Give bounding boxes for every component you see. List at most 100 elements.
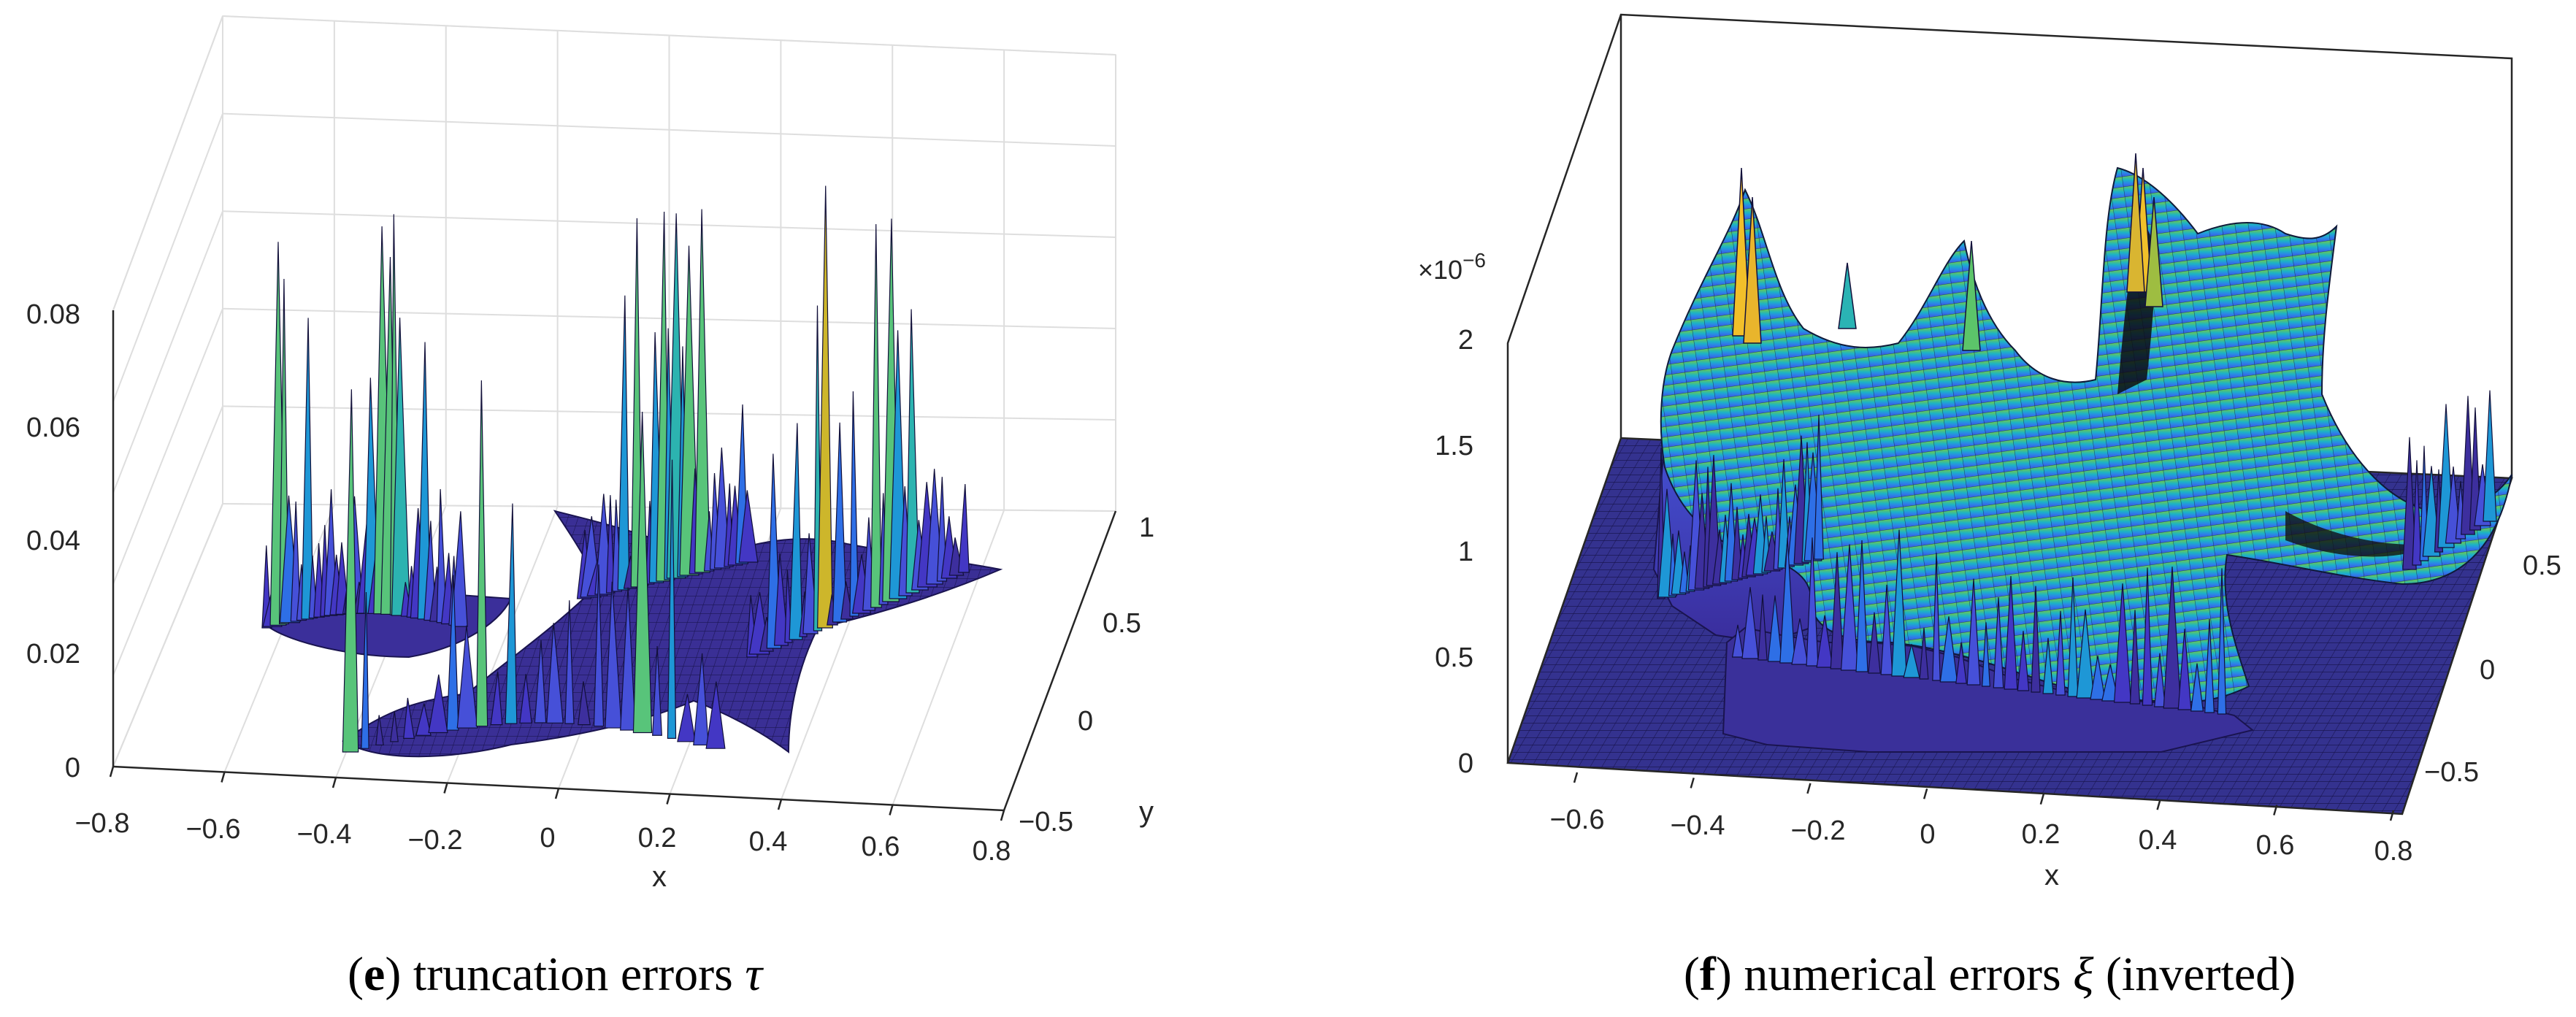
panel-e-spike-113: [677, 694, 696, 742]
panel-f-exponent-power: −6: [1463, 249, 1486, 272]
panel-e-xtickmark-5: [666, 794, 671, 805]
panel-f-spike-51: [2017, 631, 2030, 691]
panel-e-xtick-2: −0.4: [296, 819, 351, 850]
panel-f-spike-68: [2402, 437, 2417, 570]
panel-f-spike-47: [1966, 578, 1981, 686]
panel-f-spike-67: [2217, 568, 2227, 715]
panel-f-xtickmark-5: [2156, 799, 2161, 810]
panel-e-xtickmark-6: [777, 799, 783, 810]
panel-e-xticks: −0.8 −0.6 −0.4 −0.2 0 0.2 0.4 0.6 0.8: [74, 808, 1011, 867]
panel-f-ztick-3: 1.5: [1435, 431, 1473, 461]
panel-e-floorgrid-1: [223, 504, 335, 772]
panel-e-xtickmark-4: [554, 788, 560, 799]
panel-f-spike-66: [2204, 619, 2215, 713]
panel-e-xtick-4: 0: [540, 823, 555, 853]
panel-f-spike-31: [1767, 595, 1783, 662]
panel-e-spike-70: [817, 185, 833, 629]
panel-f-xtickmark-6: [2273, 805, 2278, 815]
panel-e-caption: (e) truncation errors τ: [348, 948, 764, 1001]
panel-f-spike-33: [1791, 618, 1809, 665]
panel-e-zgrid-side-1: [112, 406, 223, 676]
panel-f-xtick-2: −0.2: [1790, 815, 1845, 846]
panel-f-zticks: 0 0.5 1 1.5 2: [1435, 325, 1473, 779]
panel-f-xtickmark-0: [1573, 772, 1579, 783]
panel-f-spike-30: [1757, 594, 1768, 661]
panel-f-peak-3: [2126, 153, 2145, 293]
panel-e-ytick-2: 0.5: [1103, 608, 1141, 639]
panel-e-spikes: [261, 185, 970, 753]
panel-f-spike-57: [2090, 655, 2106, 700]
panel-f-peak-6: [1838, 262, 1857, 329]
panel-f-ytick-0: −0.5: [2424, 757, 2479, 788]
panel-f-peak-1: [1743, 196, 1762, 344]
panel-e-spike-112: [667, 459, 677, 740]
panel-f-spike-65: [2190, 663, 2204, 712]
panel-e-spike-5: [290, 501, 302, 622]
panel-e-spike-110: [632, 412, 653, 734]
panel-e-ztick-2: 0.04: [26, 526, 80, 556]
panel-f-spike-45: [1939, 616, 1958, 683]
panel-f-spike-49: [1993, 597, 2004, 688]
panel-f-caption-suffix: (inverted): [2106, 948, 2296, 1001]
panel-e-floorgrid-0: [112, 503, 223, 767]
panel-e-ylabel: y: [1139, 796, 1154, 828]
panel-f-exponent: ×10−6: [1418, 249, 1486, 285]
panel-e-caption-label: e: [364, 948, 385, 1001]
panel-e-spike-95: [415, 703, 432, 736]
panel-e-spike-82: [905, 309, 920, 594]
panel-e-spike-100: [490, 672, 503, 726]
panel-e-spike-38: [605, 495, 616, 594]
panel-e-caption-text: truncation errors: [413, 948, 733, 1001]
panel-e-spike-89: [958, 484, 970, 573]
panel-f-xtick-5: 0.4: [2139, 825, 2177, 856]
panel-f-spike-55: [2067, 577, 2079, 697]
panel-e-xtick-5: 0.2: [638, 823, 677, 853]
panel-f-spike-37: [1840, 544, 1859, 671]
panel-e-spike-74: [849, 391, 859, 617]
panel-f-spike-69: [2412, 460, 2422, 566]
panel-f-spike-41: [1891, 529, 1907, 677]
panel-e-xlabel: x: [652, 861, 667, 893]
panel-f-spike-79: [2483, 390, 2497, 522]
panel-e-spike-77: [870, 223, 882, 608]
panel-e-ztick-1: 0.02: [26, 639, 80, 669]
panel-e-ytick-1: 0: [1078, 706, 1093, 737]
panel-e-zgrid-side-4: [112, 113, 223, 402]
panel-f-spike-43: [1919, 627, 1929, 680]
panel-e-ytick-0: −0.5: [1019, 807, 1073, 837]
panel-f-caption-text: numerical errors: [1744, 948, 2061, 1001]
panel-e-spike-103: [534, 640, 547, 724]
panel-e-spike-104: [546, 623, 564, 724]
panel-f-xtick-3: 0: [1920, 819, 1935, 850]
panel-f-spike-32: [1779, 537, 1795, 664]
panel-f-right-edge: [2285, 511, 2439, 557]
panel-e-spike-33: [451, 511, 468, 627]
panel-f-xtick-6: 0.6: [2256, 830, 2295, 861]
panel-f-xticks: −0.6 −0.4 −0.2 0 0.2 0.4 0.6 0.8: [1549, 805, 2412, 867]
panel-e-yticks: −0.5 0 0.5 1: [1019, 513, 1154, 837]
panel-e-ztick-4: 0.08: [26, 299, 80, 330]
panel-e-spike-90: [342, 389, 359, 753]
panel-f-xtickmark-7: [2389, 810, 2395, 821]
panel-e-xtickmark-2: [331, 777, 337, 788]
panel-f-spike-28: [1731, 624, 1744, 658]
panel-e-xtick-3: −0.2: [407, 825, 462, 856]
panel-e-spike-97: [446, 575, 459, 731]
panel-f-ztick-0: 0: [1458, 748, 1473, 779]
panel-e-spike-59: [738, 490, 759, 563]
panel-e-xtick-0: −0.8: [74, 808, 129, 839]
panel-e-xtick-7: 0.6: [862, 832, 900, 862]
panel-e-spike-40: [617, 295, 630, 591]
panel-e-spike-66: [789, 423, 803, 640]
panel-e-xtick-8: 0.8: [973, 836, 1011, 867]
panel-e-spike-101: [505, 503, 518, 724]
panel-e-spike-98: [456, 625, 478, 729]
panel-e-spike-115: [705, 681, 726, 749]
panel-f-spikes: [1573, 153, 2497, 821]
panel-f-xtick-4: 0.2: [2022, 819, 2061, 850]
panel-f-spike-34: [1806, 537, 1819, 667]
panel-f-spike-63: [2163, 567, 2182, 709]
panel-f-xtick-1: −0.4: [1670, 810, 1725, 841]
panel-f-peak-4: [2144, 196, 2163, 307]
panel-e-spike-92: [375, 715, 384, 746]
